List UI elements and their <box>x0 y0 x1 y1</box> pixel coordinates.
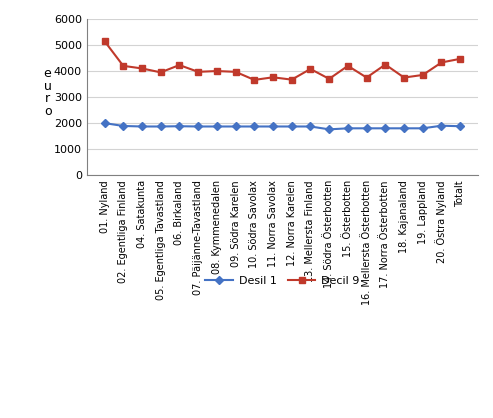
Decil 9 <box>233 69 239 74</box>
Desil 1 <box>233 124 239 129</box>
Desil 1 <box>102 121 107 126</box>
Decil 9 <box>308 66 314 71</box>
Desil 1 <box>251 124 257 129</box>
Decil 9 <box>401 75 407 80</box>
Text: r: r <box>45 92 50 105</box>
Desil 1 <box>326 127 332 132</box>
Desil 1 <box>401 126 407 131</box>
Decil 9 <box>326 76 332 82</box>
Desil 1 <box>308 124 314 129</box>
Text: u: u <box>44 80 52 93</box>
Desil 1 <box>383 126 388 131</box>
Decil 9 <box>457 56 463 61</box>
Decil 9 <box>270 75 276 80</box>
Line: Decil 9: Decil 9 <box>101 38 464 83</box>
Decil 9 <box>345 64 351 69</box>
Text: o: o <box>44 104 51 117</box>
Desil 1 <box>158 124 164 129</box>
Decil 9 <box>195 69 201 74</box>
Desil 1 <box>270 124 276 129</box>
Decil 9 <box>383 62 388 67</box>
Desil 1 <box>345 126 351 131</box>
Decil 9 <box>102 38 107 43</box>
Decil 9 <box>364 75 370 80</box>
Legend: Desil 1, Decil 9: Desil 1, Decil 9 <box>201 271 364 290</box>
Desil 1 <box>195 124 201 129</box>
Decil 9 <box>139 66 145 71</box>
Desil 1 <box>214 124 220 129</box>
Desil 1 <box>364 126 370 131</box>
Decil 9 <box>420 72 426 77</box>
Line: Desil 1: Desil 1 <box>102 120 463 132</box>
Text: e: e <box>44 67 51 80</box>
Desil 1 <box>289 124 295 129</box>
Desil 1 <box>420 126 426 131</box>
Decil 9 <box>158 70 164 75</box>
Desil 1 <box>457 124 463 129</box>
Decil 9 <box>120 64 126 69</box>
Decil 9 <box>289 77 295 82</box>
Desil 1 <box>176 124 182 129</box>
Decil 9 <box>176 63 182 68</box>
Decil 9 <box>251 77 257 82</box>
Decil 9 <box>439 60 445 65</box>
Desil 1 <box>439 123 445 128</box>
Decil 9 <box>214 69 220 74</box>
Desil 1 <box>120 123 126 128</box>
Desil 1 <box>139 124 145 129</box>
